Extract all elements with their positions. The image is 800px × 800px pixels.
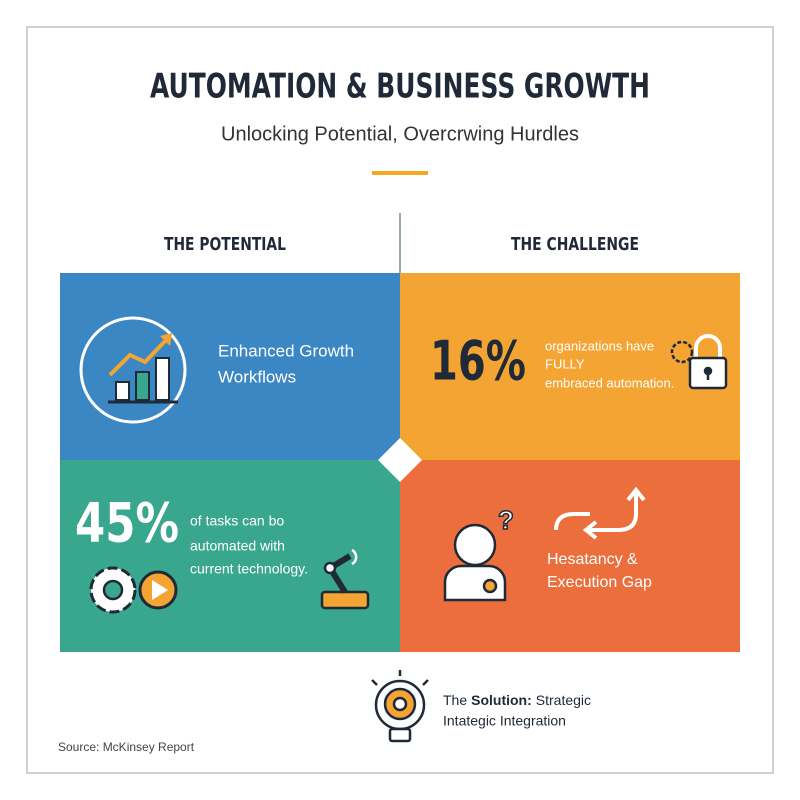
quadrant (60, 460, 400, 652)
quadrant-text: current technology. (190, 561, 308, 577)
quadrant-text: Workflows (218, 367, 296, 386)
quadrant-text: FULLY (545, 356, 585, 371)
accent-bar (372, 171, 428, 175)
quadrant-text: Hesatancy & (547, 551, 638, 568)
source: Source: McKinsey Report (58, 740, 195, 754)
solution-text: Intategic Integration (443, 713, 566, 729)
growth-icon (79, 316, 187, 424)
quadrant-text: Enhanced Growth (218, 341, 354, 360)
robot-arm-icon (320, 548, 370, 610)
column-header: THE POTENTIAL (164, 234, 286, 255)
solution-emphasis: Solution: (471, 692, 532, 708)
quadrant (400, 460, 740, 652)
quadrant (400, 273, 740, 460)
quadrant-text: embraced automation. (545, 375, 674, 390)
gear-play-icon (89, 566, 178, 614)
solution-rest: Strategic (536, 692, 591, 708)
column-header: THE CHALLENGE (511, 234, 639, 255)
person-icon: ? (443, 504, 515, 602)
cycle-arrows-icon (554, 486, 646, 540)
svg-text:?: ? (498, 505, 514, 535)
quadrant-text: organizations have (545, 338, 654, 353)
bulb-icon (371, 670, 429, 743)
stat: 45% (75, 492, 179, 555)
stat: 16% (430, 330, 526, 393)
quadrant-text: of tasks can bo (190, 513, 284, 529)
quadrant-text: automated with (190, 538, 285, 554)
title: AUTOMATION & BUSINESS GROWTH (150, 67, 650, 107)
solution-text: The Solution: Strategic (443, 692, 591, 708)
subtitle: Unlocking Potential, Overcrwing Hurdles (221, 123, 579, 145)
quadrant-text: Execution Gap (547, 574, 652, 591)
lock-icon (670, 334, 728, 390)
solution-lead: The (443, 692, 467, 708)
diamond (378, 438, 422, 482)
